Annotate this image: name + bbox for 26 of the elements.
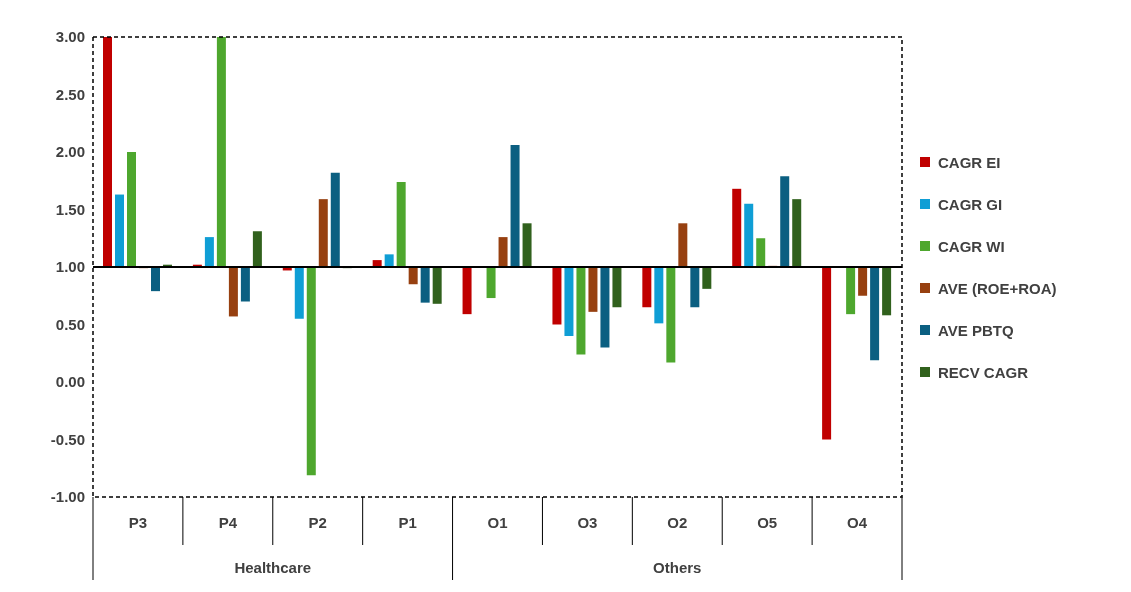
- x-tick-label: O3: [577, 513, 598, 531]
- x-tick-label: P3: [128, 513, 148, 531]
- x-tick-label: O2: [667, 513, 688, 531]
- y-tick-label: -1.00: [50, 488, 85, 506]
- text: Others: [653, 559, 702, 576]
- y-tick-label: 2.50: [55, 85, 85, 103]
- legend-label: CAGR GI: [938, 195, 1003, 213]
- x-tick-label: O5: [757, 513, 778, 531]
- text: Healthcare: [234, 559, 312, 576]
- y-tick-label: 0.00: [55, 373, 85, 391]
- y-tick-label: 3.00: [55, 28, 85, 46]
- x-tick-label: P4: [218, 513, 238, 531]
- x-tick-label: O4: [847, 513, 868, 531]
- x-tick-label: P2: [308, 513, 327, 531]
- legend-label: CAGR WI: [938, 237, 1005, 255]
- x-tick-label: O1: [487, 513, 508, 531]
- y-tick-label: 1.50: [55, 200, 85, 218]
- legend-label: AVE PBTQ: [938, 321, 1014, 339]
- y-tick-label: 2.00: [55, 143, 85, 161]
- legend-label: RECV CAGR: [938, 363, 1029, 381]
- legend-label: CAGR EI: [938, 153, 1001, 171]
- y-tick-label: 1.00: [55, 258, 85, 276]
- legend-label: AVE (ROE+ROA): [938, 279, 1057, 297]
- x-tick-label: P1: [398, 513, 417, 531]
- y-tick-label: 0.50: [55, 315, 85, 333]
- y-tick-label: -0.50: [50, 430, 85, 448]
